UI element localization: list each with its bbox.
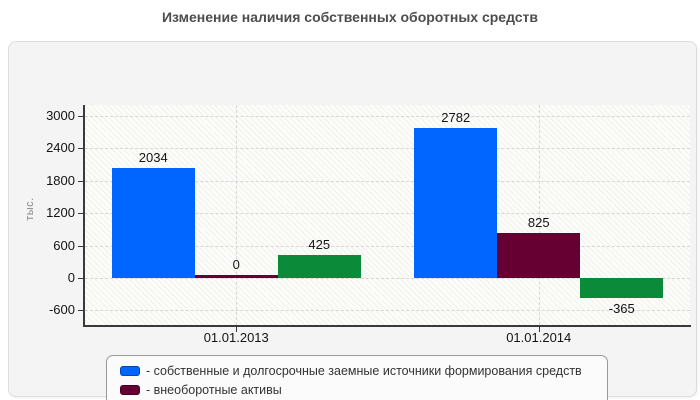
legend-item: - собственные и долгосрочные заемные ист… bbox=[120, 364, 607, 378]
y-tick-label: 1200 bbox=[46, 205, 75, 221]
bar bbox=[414, 127, 498, 278]
x-tick-mark bbox=[236, 327, 238, 332]
y-tick-label: 2400 bbox=[46, 140, 75, 156]
y-tick-label: 600 bbox=[53, 237, 75, 253]
gridline-horizontal bbox=[85, 277, 690, 279]
legend: - собственные и долгосрочные заемные ист… bbox=[106, 355, 608, 400]
bar-value-label: 2782 bbox=[441, 109, 471, 125]
gridline-horizontal bbox=[85, 115, 690, 117]
bar bbox=[277, 255, 361, 278]
bar bbox=[497, 233, 581, 278]
legend-item: - внеоборотные активы bbox=[120, 383, 607, 397]
gridline-horizontal bbox=[85, 310, 690, 312]
y-tick-label: 1800 bbox=[46, 172, 75, 188]
y-tick-label: 0 bbox=[67, 269, 75, 285]
gridline-horizontal bbox=[85, 180, 690, 182]
bar-value-label: 2034 bbox=[138, 150, 168, 166]
y-axis-line bbox=[83, 105, 85, 327]
y-tick-label: -600 bbox=[48, 302, 75, 318]
legend-label: - собственные и долгосрочные заемные ист… bbox=[146, 364, 582, 378]
legend-swatch-icon bbox=[120, 385, 140, 395]
chart-panel: тыс. 2034 0 425 2782 825 -365 - собственные и… bbox=[8, 41, 697, 400]
gridline-horizontal bbox=[85, 213, 690, 215]
gridline-vertical bbox=[236, 105, 238, 325]
chart-title: Изменение наличия собственных оборотных … bbox=[161, 9, 539, 25]
gridline-horizontal bbox=[85, 245, 690, 247]
bar-value-label: -365 bbox=[608, 300, 635, 316]
bar-value-label: 825 bbox=[527, 215, 550, 231]
y-tick-mark bbox=[78, 115, 84, 117]
legend-swatch-icon bbox=[120, 366, 140, 376]
x-tick-label: 01.01.2013 bbox=[203, 330, 269, 345]
x-tick-label: 01.01.2014 bbox=[506, 330, 572, 345]
x-axis-line bbox=[83, 325, 691, 327]
gridline-vertical bbox=[538, 105, 540, 325]
gridline-horizontal bbox=[85, 148, 690, 150]
y-tick-mark bbox=[78, 148, 84, 150]
x-tick-mark bbox=[538, 327, 540, 332]
bar-value-label: 0 bbox=[232, 256, 240, 272]
y-tick-mark bbox=[78, 180, 84, 182]
y-tick-mark bbox=[78, 245, 84, 247]
bar bbox=[194, 274, 278, 278]
y-tick-mark bbox=[78, 310, 84, 312]
bar bbox=[111, 168, 195, 278]
legend-label: - внеоборотные активы bbox=[146, 383, 282, 397]
bar-value-label: 425 bbox=[308, 237, 331, 252]
bar bbox=[580, 277, 664, 298]
y-tick-mark bbox=[78, 277, 84, 279]
plot-area: 2034 0 425 2782 825 -365 bbox=[85, 105, 690, 325]
y-tick-label: 3000 bbox=[46, 107, 75, 123]
y-tick-mark bbox=[78, 213, 84, 215]
